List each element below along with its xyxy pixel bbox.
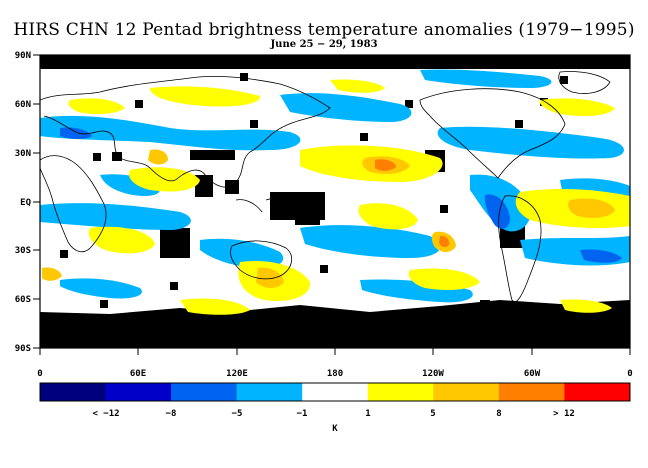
coastlines — [40, 71, 611, 303]
colorbar-bin-6 — [367, 383, 434, 401]
colorbar-bin-7 — [433, 383, 500, 401]
lat-label-30s: 30S — [15, 246, 31, 256]
lon-tick-60w: 60W — [524, 348, 541, 379]
map-subtitle: June 25 − 29, 1983 — [270, 39, 378, 50]
colorbar-bin-4 — [236, 383, 303, 401]
colorbar-bin-9 — [564, 383, 631, 401]
colorbar-label-2: −8 — [166, 409, 177, 419]
colorbar-label-4: −1 — [297, 409, 308, 419]
colorbar-label-3: −5 — [232, 409, 243, 419]
colorbar-bin-2 — [105, 383, 172, 401]
colorbar-labels: < −12 −8 −5 −1 1 5 8 > 12 — [92, 409, 574, 419]
colorbar: < −12 −8 −5 −1 1 5 8 > 12 K — [39, 382, 631, 434]
colorbar-bins — [40, 383, 631, 401]
warm-extreme-regions — [375, 159, 450, 248]
africa-coastline — [40, 155, 107, 253]
lat-label-90s: 90S — [15, 344, 31, 354]
lon-label-60e: 60E — [130, 369, 146, 379]
lat-tick-90s: 90S — [15, 344, 40, 354]
maritime-continent-coastline — [235, 198, 293, 213]
greenland-coastline — [558, 71, 611, 94]
lon-axis: 0 60E 120E 180 120W 60W 0 — [37, 348, 633, 379]
cold-strong-regions — [60, 127, 622, 263]
lat-tick-90n: 90N — [15, 51, 40, 61]
south-america-coastline — [498, 195, 542, 303]
lat-tick-60s: 60S — [15, 295, 40, 305]
lat-label-60n: 60N — [15, 100, 31, 110]
lon-tick-120e: 120E — [226, 348, 248, 379]
eurasia-coastline — [40, 75, 331, 188]
lon-label-60w: 60W — [524, 369, 541, 379]
lon-label-0-left: 0 — [37, 369, 42, 379]
lon-tick-120w: 120W — [422, 348, 444, 379]
lat-label-60s: 60S — [15, 295, 31, 305]
colorbar-frame — [39, 382, 631, 402]
colorbar-bin-8 — [498, 383, 565, 401]
colorbar-label-7: 8 — [496, 409, 501, 419]
no-data-regions — [40, 55, 630, 348]
lon-tick-60e: 60E — [130, 348, 146, 379]
lat-tick-30n: 30N — [15, 149, 40, 159]
colorbar-bin-3 — [171, 383, 237, 401]
warm-strong-regions — [42, 149, 615, 288]
lon-label-120w: 120W — [422, 369, 444, 379]
lon-tick-0e: 0 — [627, 348, 633, 379]
warm-anomaly-regions — [68, 79, 630, 315]
lon-label-0-right: 0 — [627, 369, 632, 379]
colorbar-label-8: > 12 — [553, 409, 575, 419]
colorbar-label-5: 1 — [365, 409, 370, 419]
lat-tick-eq: EQ — [20, 198, 40, 208]
lat-tick-30s: 30S — [15, 246, 40, 256]
map-panel — [40, 55, 630, 348]
lon-tick-0w: 0 — [37, 348, 43, 379]
colorbar-bin-1 — [40, 383, 106, 401]
lon-tick-180: 180 — [327, 348, 343, 379]
lat-axis: 90N 60N 30N EQ 30S 60S 90S — [15, 51, 40, 354]
colorbar-label-1: < −12 — [92, 409, 119, 419]
lat-label-eq: EQ — [20, 198, 31, 208]
lon-label-180: 180 — [327, 369, 343, 379]
lon-label-120e: 120E — [226, 369, 248, 379]
colorbar-unit: K — [332, 424, 338, 434]
lat-label-90n: 90N — [15, 51, 31, 61]
north-america-coastline — [419, 88, 566, 179]
colorbar-bin-5 — [302, 383, 369, 401]
lat-label-30n: 30N — [15, 149, 31, 159]
australia-coastline — [230, 240, 293, 280]
lat-tick-60n: 60N — [15, 100, 40, 110]
colorbar-label-6: 5 — [430, 409, 435, 419]
map-title: HIRS CHN 12 Pentad brightness temperatur… — [13, 20, 635, 40]
